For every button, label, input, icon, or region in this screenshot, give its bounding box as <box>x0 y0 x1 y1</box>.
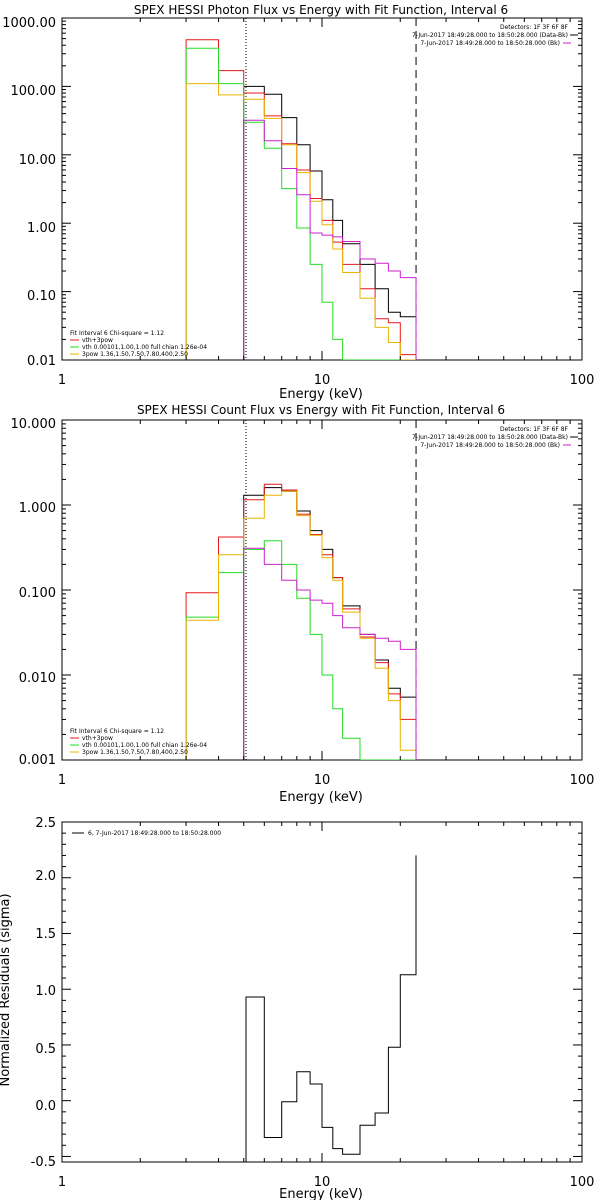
plot-area <box>185 420 417 760</box>
plot-area <box>245 855 417 1162</box>
series-pow-line <box>185 490 417 760</box>
x-tick-label: 1 <box>58 1175 66 1190</box>
plot-area <box>185 18 417 360</box>
x-axis-ticks <box>61 822 583 1162</box>
series-residuals-line <box>245 855 417 1162</box>
y-tick-label: 2.0 <box>35 869 56 884</box>
y-tick-label: 0.01 <box>27 354 56 369</box>
y-tick-label: -0.5 <box>31 1155 56 1170</box>
y-axis-ticks <box>62 17 582 361</box>
y-tick-label: 1.0 <box>35 984 56 999</box>
header-line: 7-Jun-2017 18:49:28.000 to 18:50:28.000 … <box>420 40 560 47</box>
photon-flux-panel: SPEX HESSI Photon Flux vs Energy with Fi… <box>2 3 594 402</box>
header-line: 7-Jun-2017 18:49:28.000 to 18:50:28.000 … <box>420 442 560 449</box>
y-tick-label: 0.001 <box>19 753 56 768</box>
x-axis-label: Energy (keV) <box>279 387 363 402</box>
count-flux-panel: SPEX HESSI Count Flux vs Energy with Fit… <box>11 403 595 805</box>
info-line: Fit Interval 6 Chi-square = 1.12 <box>70 728 164 735</box>
info-line: vth 0.00101,1.00,1.00 full chian 1.26e-0… <box>82 344 207 351</box>
header-line: 7-Jun-2017 18:49:28.000 to 18:50:28.000 … <box>412 32 568 39</box>
legend-label: 6, 7-Jun-2017 18:49:28.000 to 18:50:28.0… <box>88 830 221 837</box>
y-tick-label: 0.10 <box>27 289 56 304</box>
y-axis-ticks <box>62 821 582 1157</box>
y-tick-label: 10.00 <box>19 153 56 168</box>
y-tick-label: 1000.00 <box>2 16 56 31</box>
series-data-line <box>243 487 417 760</box>
x-axis-ticks <box>61 18 583 360</box>
y-tick-label: 1.5 <box>35 927 56 942</box>
x-axis-label: Energy (keV) <box>279 1187 363 1200</box>
info-line: vth+3pow <box>82 337 113 344</box>
y-tick-label: 0.100 <box>19 586 56 601</box>
plot-frame <box>61 419 583 761</box>
info-line: vth+3pow <box>82 735 113 742</box>
y-tick-label: 1.000 <box>19 501 56 516</box>
y-axis-label: Normalized Residuals (sigma) <box>0 893 13 1086</box>
header-line: Detectors: 1F 3F 6F 8F <box>500 24 569 31</box>
info-line: vth 0.00101,1.00,1.00 full chian 1.26e-0… <box>82 742 207 749</box>
x-tick-label: 100 <box>570 1175 595 1190</box>
x-tick-label: 100 <box>570 773 595 788</box>
x-tick-label: 10 <box>314 1175 331 1190</box>
x-tick-label: 10 <box>314 373 331 388</box>
series-data-line <box>243 85 417 360</box>
series-bk-line <box>243 119 417 360</box>
series-vth-line <box>185 540 416 760</box>
series-bk-line <box>243 547 417 760</box>
x-axis-ticks <box>61 420 583 760</box>
header-line: 7-Jun-2017 18:49:28.000 to 18:50:28.000 … <box>412 434 568 441</box>
residuals-panel: 1 10 100 2.5 2.0 1.5 1.0 0.5 0.0 -0.5 En… <box>0 816 594 1200</box>
info-line: Fit Interval 6 Chi-square = 1.12 <box>70 330 164 337</box>
y-tick-label: 0.5 <box>35 1042 56 1057</box>
chart-title: SPEX HESSI Count Flux vs Energy with Fit… <box>137 403 505 417</box>
y-tick-label: 2.5 <box>35 816 56 831</box>
series-total-line <box>185 483 417 760</box>
y-tick-label: 0.010 <box>19 671 56 686</box>
info-line: 3pow 1.36,1.50,7.50,7.80,400,2.50 <box>82 351 188 358</box>
y-tick-label: 100.00 <box>11 84 57 99</box>
y-tick-label: 10.000 <box>11 417 57 432</box>
info-line: 3pow 1.36,1.50,7.50,7.80,400,2.50 <box>82 749 188 756</box>
chart-title: SPEX HESSI Photon Flux vs Energy with Fi… <box>134 3 508 17</box>
header-line: Detectors: 1F 3F 6F 8F <box>500 426 569 433</box>
series-total-line <box>185 39 417 360</box>
x-axis-label: Energy (keV) <box>279 790 363 805</box>
series-pow-line <box>185 83 416 360</box>
x-tick-label: 1 <box>58 373 66 388</box>
x-tick-label: 100 <box>570 373 595 388</box>
y-tick-label: 0.0 <box>35 1099 56 1114</box>
x-tick-label: 1 <box>58 773 66 788</box>
y-axis-ticks <box>62 419 582 761</box>
x-tick-label: 10 <box>314 773 331 788</box>
y-tick-label: 1.00 <box>27 221 56 236</box>
